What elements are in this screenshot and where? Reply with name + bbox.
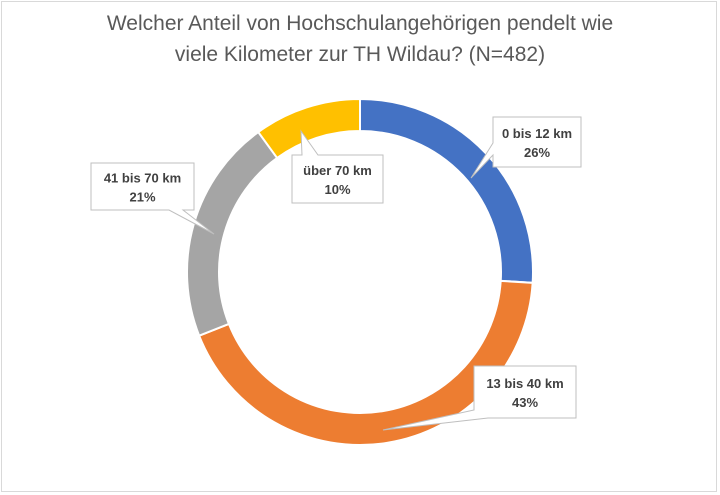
category-label: 41 bis 70 km [104,171,181,186]
callout-13-bis-40-km: 13 bis 40 km 43% [382,365,577,431]
callout-box [90,162,215,235]
callout-box [382,365,577,431]
segment-41-bis-70-km [186,130,279,337]
category-label: über 70 km [303,163,372,178]
callout-41-bis-70-km: 41 bis 70 km 21% [90,162,215,235]
chart-title-line-1: Welcher Anteil von Hochschulangehörigen … [106,12,614,35]
value-label: 21% [129,190,155,205]
data-labels: 0 bis 12 km 26% 13 bis 40 km 43% 41 bis 70 k… [90,116,582,431]
callout-0-bis-12-km: 0 bis 12 km 26% [470,116,582,179]
chart-title: Welcher Anteil von Hochschulangehörigen … [0,8,720,70]
value-label: 43% [512,395,538,410]
value-label: 26% [524,145,550,160]
category-label: 0 bis 12 km [502,126,572,141]
doughnut-segments [186,97,534,447]
segment-13-bis-40-km [197,279,534,447]
callout-box [291,129,384,204]
callout-ueber-70-km: über 70 km 10% [291,129,384,204]
chart-title-line-2: viele Kilometer zur TH Wildau? (N=482) [174,43,546,66]
category-label: 13 bis 40 km [486,376,563,391]
callout-box [470,116,582,179]
segment-ueber-70-km [256,97,361,160]
value-label: 10% [324,182,350,197]
